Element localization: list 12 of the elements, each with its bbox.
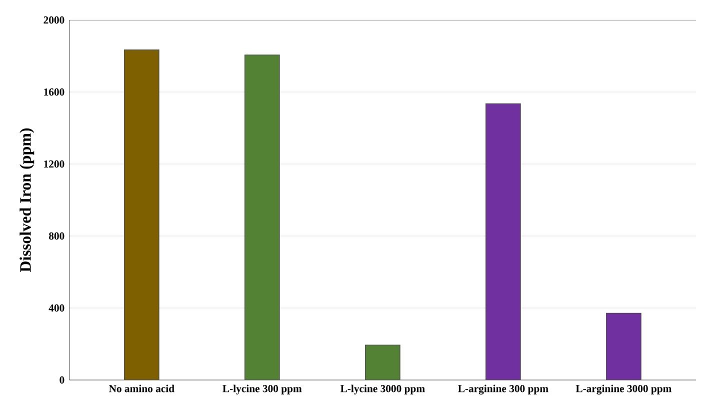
x-tick-label: No amino acid [108, 384, 174, 392]
x-tick-label: L-lycine 300 ppm [222, 384, 302, 394]
x-tick-label: L-arginine 300 ppm [458, 384, 548, 394]
x-tick-label: L-arginine 3000 ppm [576, 384, 672, 394]
x-tick-label: L-lycine 3000 ppm [340, 384, 425, 394]
y-tick-label: 0 [60, 376, 64, 384]
y-axis-title: Dissolved Iron (ppm) [20, 128, 34, 272]
y-tick-label: 800 [48, 232, 64, 240]
y-tick-label: 1600 [44, 88, 64, 96]
y-tick-label: 1200 [44, 160, 64, 168]
y-tick-label: 400 [48, 304, 64, 312]
y-tick-label: 2000 [44, 16, 64, 24]
